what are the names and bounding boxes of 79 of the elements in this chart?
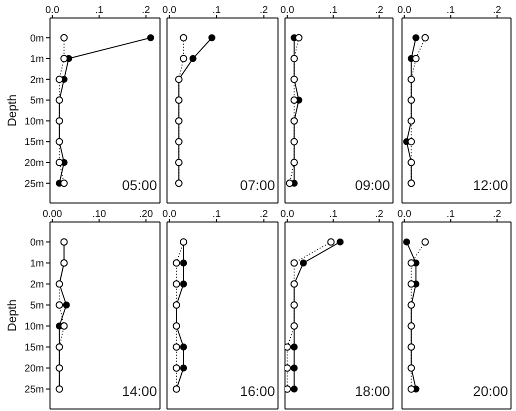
x-tick-label: .1 — [212, 5, 222, 16]
x-tick-label: .1 — [446, 5, 456, 16]
x-tick-label: 0.00 — [42, 209, 63, 220]
point — [290, 386, 298, 393]
point — [147, 34, 154, 42]
x-tick-label: .2 — [375, 5, 384, 16]
point — [403, 238, 410, 246]
y-tick-label: 1m — [30, 54, 44, 66]
y-tick-label: 2m — [30, 74, 44, 86]
x-tick-label: 0.0 — [280, 209, 295, 220]
x-tick-label: .2 — [492, 209, 502, 220]
y-tick-label: 10m — [24, 322, 44, 333]
y-tick-label: 5m — [30, 300, 44, 312]
point — [408, 280, 415, 288]
point — [290, 344, 298, 351]
x-tick-label: .2 — [492, 5, 502, 16]
point — [412, 34, 420, 42]
y-tick-label: 5m — [30, 96, 44, 107]
y-tick-label: 20m — [24, 364, 44, 375]
y-tick-label: 25m — [24, 178, 44, 190]
y-tick-label: 0m — [30, 33, 44, 44]
text: 14:00 — [120, 383, 157, 399]
x-tick-label: 0.0 — [280, 5, 295, 16]
y-axis-title: Depth — [5, 94, 19, 127]
x-tick-label: .2 — [260, 5, 268, 16]
y-axis-title: Depth — [5, 299, 19, 332]
point — [60, 34, 68, 42]
point — [300, 259, 307, 266]
point — [290, 259, 298, 267]
point — [56, 76, 64, 84]
point — [180, 54, 188, 62]
point — [421, 34, 429, 42]
text: 20:00 — [472, 383, 508, 399]
x-tick-label: .1 — [212, 209, 222, 220]
point — [285, 364, 291, 372]
point — [208, 34, 216, 42]
text: 16:00 — [238, 383, 275, 399]
point — [408, 138, 415, 146]
x-tick-label: 0.0 — [45, 5, 60, 16]
y-tick-label: 0m — [30, 238, 44, 249]
text: 05:00 — [120, 177, 157, 193]
point — [285, 385, 291, 393]
point — [180, 34, 188, 42]
point — [421, 238, 429, 246]
y-tick-label: 15m — [24, 342, 44, 354]
point — [285, 343, 291, 351]
text: 07:00 — [238, 177, 275, 193]
point — [412, 54, 420, 62]
point — [408, 385, 415, 393]
point — [336, 238, 344, 246]
point — [408, 259, 415, 267]
point — [327, 238, 335, 246]
text: 09:00 — [354, 177, 390, 193]
x-tick-label: .2 — [260, 209, 268, 220]
y-tick-label: 1m — [30, 258, 44, 270]
y-tick-label: 20m — [24, 158, 44, 170]
x-tick-label: .2 — [142, 5, 151, 16]
point — [60, 180, 68, 187]
x-tick-label: 0.0 — [397, 209, 412, 220]
x-tick-label: .10 — [92, 209, 107, 220]
y-tick-label: 25m — [24, 384, 44, 396]
point — [290, 364, 298, 372]
x-tick-label: .1 — [446, 209, 456, 220]
x-tick-label: .2 — [375, 209, 384, 220]
x-tick-label: .1 — [94, 5, 104, 16]
text: 12:00 — [472, 177, 508, 193]
point — [60, 54, 68, 62]
x-tick-label: 0.0 — [162, 5, 177, 16]
x-tick-label: 0.0 — [162, 209, 177, 220]
y-tick-label: 15m — [24, 137, 44, 148]
y-tick-label: 10m — [24, 116, 44, 128]
point — [189, 55, 196, 62]
x-tick-label: .1 — [329, 209, 338, 220]
x-tick-label: 0.0 — [397, 5, 412, 16]
x-tick-label: .1 — [329, 5, 338, 16]
y-tick-label: 2m — [30, 280, 44, 291]
point — [56, 158, 64, 166]
x-tick-label: .20 — [139, 209, 154, 220]
text: 18:00 — [354, 383, 390, 399]
